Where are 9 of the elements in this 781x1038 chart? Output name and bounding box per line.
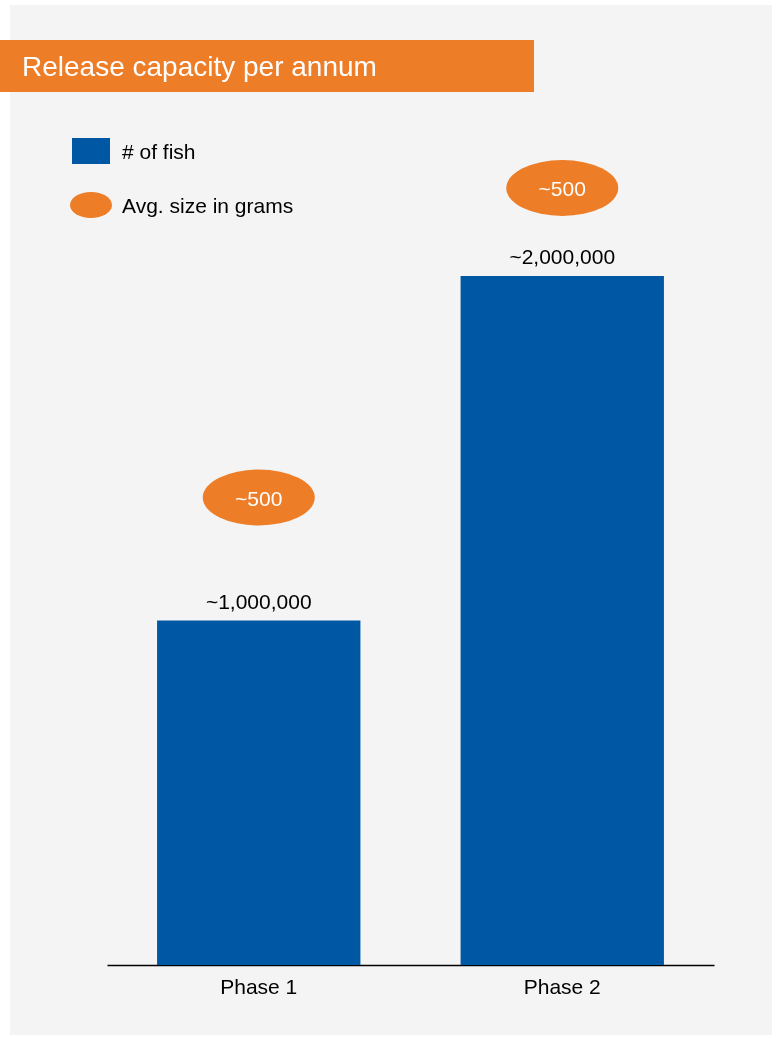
data-label: ~2,000,000: [509, 245, 616, 268]
data-label: ~1,000,000: [205, 589, 312, 613]
legend-label: Avg. size in grams: [122, 194, 294, 217]
chart-title: Release capacity per annum: [22, 51, 377, 82]
text: ~500: [538, 177, 586, 200]
legend-label: # of fish: [122, 140, 196, 163]
annotation: ~500: [235, 486, 283, 510]
x-tick-label: Phase 2: [523, 974, 601, 998]
x-tick-label: Phase 1: [220, 974, 298, 998]
